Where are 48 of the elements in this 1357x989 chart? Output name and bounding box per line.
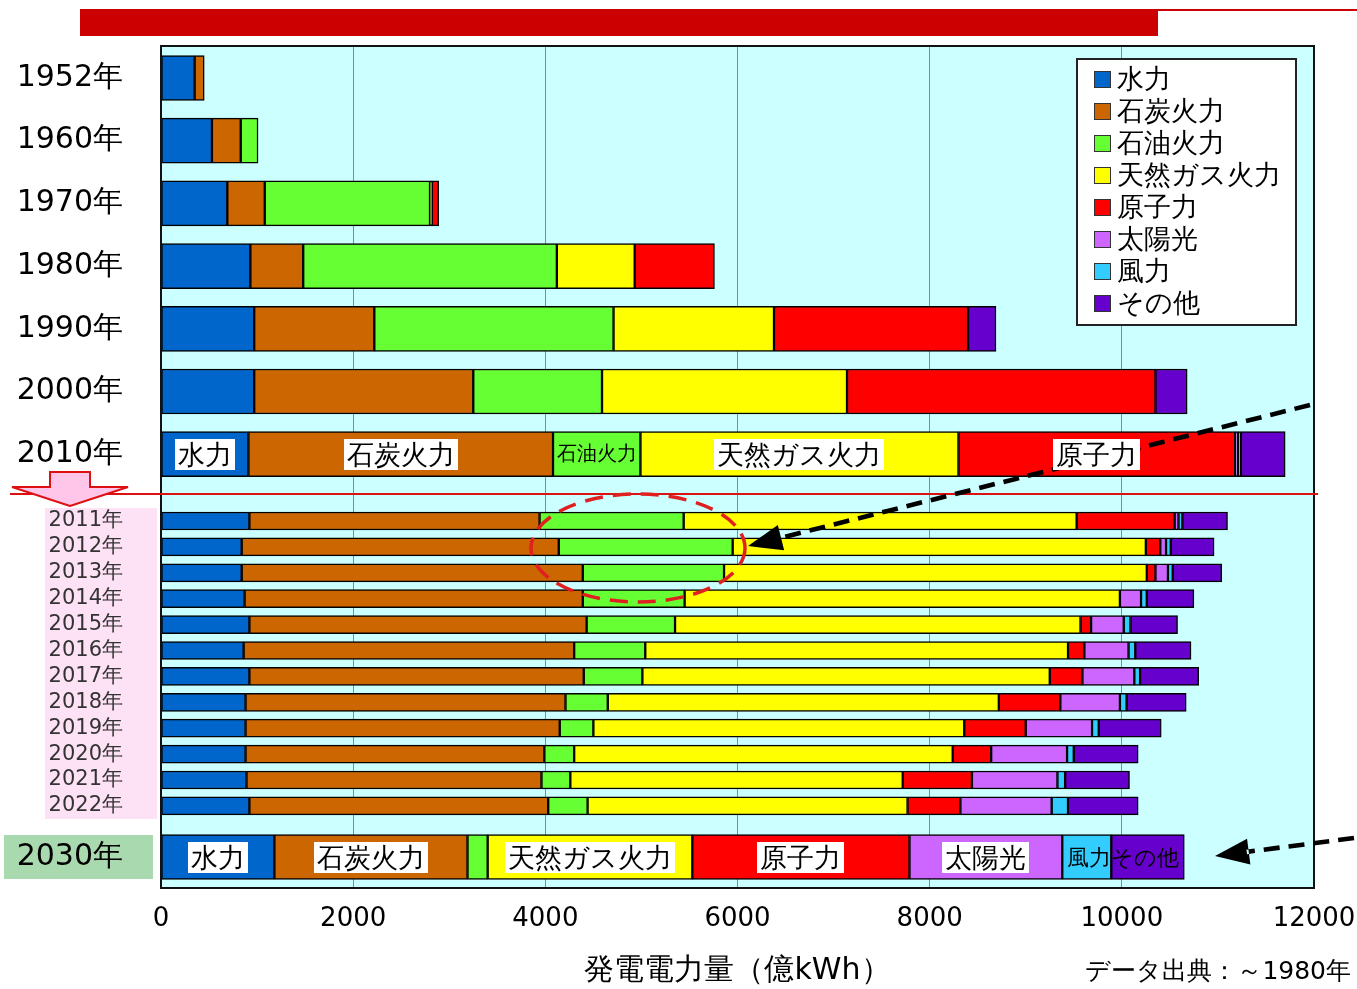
x-tick-label: 4000: [512, 902, 579, 933]
x-tick-label: 6000: [704, 902, 771, 933]
annotation: 石油火力: [555, 442, 638, 466]
x-tick-label: 10000: [1080, 902, 1164, 933]
y-tick-label: 2021年: [48, 766, 123, 791]
annotation: 水力: [174, 438, 235, 470]
x-tick-label: 12000: [1272, 902, 1356, 933]
y-tick-label: 2010年: [16, 434, 123, 469]
legend-label: 太陽光: [1117, 223, 1198, 255]
series-label: 水力: [187, 841, 248, 873]
y-tick-label: 2016年: [48, 636, 123, 661]
y-tick-label: 2030年: [16, 836, 123, 872]
y-tick-label: 1970年: [16, 183, 123, 219]
y-tick-label: 2022年: [48, 792, 123, 817]
y-tick-label: 2013年: [48, 559, 123, 584]
y-tick-label: 2018年: [48, 688, 123, 713]
y-tick-label: 2000年: [16, 371, 123, 407]
series-label: 天然ガス火力: [505, 841, 675, 873]
x-tick-label: 0: [152, 902, 170, 933]
x-tick-label: 8000: [896, 902, 963, 933]
y-tick-label: 1960年: [16, 120, 123, 156]
legend-label: 水力: [1117, 63, 1171, 95]
legend-label: 天然ガス火力: [1117, 159, 1281, 191]
text: データ出典：～1980年: [1085, 955, 1351, 987]
x-axis-title: 発電電力量（億kWh）: [584, 950, 891, 986]
annotation: 石炭火力: [343, 438, 458, 470]
y-tick-label: 1980年: [16, 245, 123, 281]
legend-label: 風力: [1117, 255, 1171, 287]
legend-label: 石炭火力: [1117, 95, 1225, 127]
y-tick-label: 2014年: [48, 585, 123, 610]
y-tick-label: 2012年: [48, 533, 123, 558]
legend-label: 原子力: [1117, 191, 1198, 223]
y-tick-label: 2017年: [48, 662, 123, 687]
y-tick-label: 2019年: [48, 714, 123, 739]
legend-label: その他: [1117, 287, 1200, 319]
y-tick-label: 2020年: [48, 740, 123, 765]
annotation: 天然ガス火力: [714, 438, 885, 470]
y-tick-label: 2011年: [48, 507, 123, 532]
annotation: 風力その他: [1066, 844, 1181, 870]
y-tick-label: 2015年: [48, 611, 123, 636]
y-tick-label: 1952年: [16, 57, 123, 93]
legend-label: 石油火力: [1117, 127, 1225, 159]
series-label: 太陽光: [942, 841, 1030, 873]
y-tick-label: 1990年: [16, 308, 123, 344]
series-label: 石炭火力: [313, 841, 428, 873]
annotation: 原子力: [1053, 438, 1141, 470]
x-tick-label: 2000: [320, 902, 387, 933]
series-label: 原子力: [757, 841, 845, 873]
